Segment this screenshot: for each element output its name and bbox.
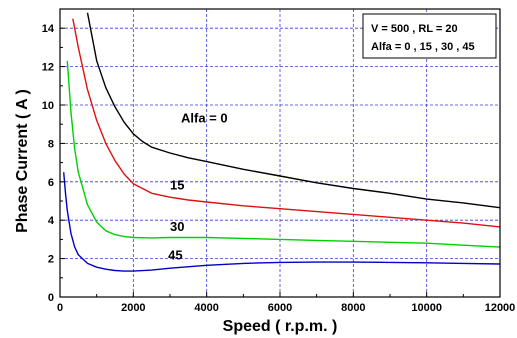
- axis-ticks: 0 2000 4000 6000 8000 10000 12000 0 2 4 6 8 10 12 14: [42, 23, 516, 314]
- x-axis-title: Speed ( r.p.m. ): [223, 318, 338, 335]
- y-tick-label: 14: [42, 23, 55, 35]
- legend-line-1: V = 500 , RL = 20: [371, 23, 458, 35]
- x-tick-label: 10000: [411, 302, 442, 314]
- curve-label: 15: [170, 177, 184, 192]
- x-tick-label: 6000: [268, 302, 292, 314]
- y-tick-label: 8: [48, 138, 54, 150]
- series-line-2: [66, 60, 501, 248]
- legend-frame: [362, 13, 497, 59]
- y-axis-title: Phase Current ( A ): [14, 89, 31, 233]
- x-tick-label: 4000: [194, 302, 218, 314]
- y-tick-label: 4: [48, 215, 55, 227]
- y-tick-label: 2: [48, 254, 54, 266]
- curve-label: 45: [168, 248, 182, 263]
- series-line-3: [63, 172, 501, 272]
- series-lines: [63, 12, 501, 272]
- y-tick-label: 12: [42, 62, 54, 74]
- legend-box: V = 500 , RL = 20 Alfa = 0 , 15 , 30 , 4…: [362, 13, 497, 59]
- curve-labels: Alfa = 0 15 30 45: [168, 110, 227, 262]
- y-tick-label: 0: [48, 292, 54, 304]
- x-tick-label: 12000: [485, 302, 516, 314]
- y-tick-label: 6: [48, 177, 54, 189]
- legend-line-2: Alfa = 0 , 15 , 30 , 45: [371, 41, 475, 53]
- x-tick-label: 8000: [341, 302, 365, 314]
- x-tick-label: 0: [57, 302, 63, 314]
- curve-label: 30: [170, 219, 184, 234]
- y-tick-label: 10: [42, 100, 54, 112]
- x-tick-label: 2000: [121, 302, 145, 314]
- series-line-0: [86, 12, 501, 209]
- curve-label: Alfa = 0: [181, 110, 228, 125]
- series-line-1: [72, 18, 501, 228]
